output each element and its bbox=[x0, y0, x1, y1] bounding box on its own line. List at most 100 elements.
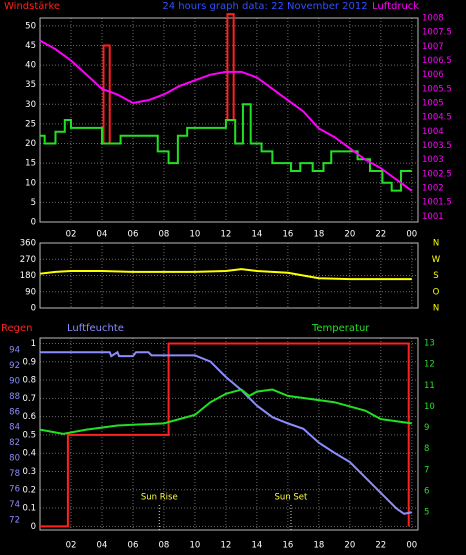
y2-tick-label: W bbox=[432, 255, 441, 265]
y2-tick-label: 8 bbox=[424, 444, 429, 454]
y-tick-label: 35 bbox=[25, 80, 36, 90]
x-tick-label: 20 bbox=[344, 230, 355, 240]
annotation: Sun Set bbox=[275, 493, 308, 503]
x-tick-label: 22 bbox=[375, 541, 386, 551]
y-tick-label: 0 bbox=[31, 522, 36, 532]
x-tick-label: 18 bbox=[313, 541, 324, 551]
plot-frame bbox=[39, 242, 419, 309]
series-line bbox=[40, 103, 412, 192]
y-tick-label: 180 bbox=[20, 271, 36, 281]
x-tick-label: 10 bbox=[190, 230, 201, 240]
y2-tick-label: 9 bbox=[424, 423, 429, 433]
x-tick-label: 08 bbox=[159, 541, 170, 551]
title: 24 hours graph data: 22 November 2012 bbox=[162, 1, 367, 12]
x-tick-label: 16 bbox=[282, 230, 293, 240]
y2-tick-label: S bbox=[433, 271, 438, 281]
y3-tick-label: 80 bbox=[9, 454, 20, 464]
y-tick-label: 50 bbox=[25, 21, 36, 31]
y-tick-label: 0.2 bbox=[22, 485, 36, 495]
series-line bbox=[39, 388, 412, 435]
x-tick-label: 22 bbox=[375, 230, 386, 240]
y-tick-label: 0.6 bbox=[22, 412, 36, 422]
y-tick-label: 360 bbox=[20, 239, 36, 249]
y2-tick-label: 1005 bbox=[422, 99, 444, 109]
x-tick-label: 12 bbox=[220, 541, 231, 551]
y2-tick-label: 1003 bbox=[422, 155, 444, 165]
y-tick-label: 0.8 bbox=[22, 376, 36, 386]
y-tick-label: 0.7 bbox=[22, 394, 36, 404]
y-tick-label: 25 bbox=[25, 119, 36, 129]
x-tick-label: 00 bbox=[406, 230, 417, 240]
x-tick-label: 02 bbox=[66, 230, 77, 240]
y-tick-label: 1 bbox=[31, 339, 36, 349]
annotation: Sun Rise bbox=[141, 493, 178, 503]
y2-tick-label: 1001 bbox=[422, 212, 444, 222]
x-tick-label: 02 bbox=[66, 541, 77, 551]
y3-tick-label: 88 bbox=[9, 392, 20, 402]
y3-tick-label: 72 bbox=[9, 515, 20, 525]
y2-tick-label: 1001.5 bbox=[422, 198, 452, 208]
y3-tick-label: 76 bbox=[9, 485, 20, 495]
series-line bbox=[40, 342, 410, 528]
y3-tick-label: 84 bbox=[9, 423, 20, 433]
y2-tick-label: 1004.5 bbox=[422, 113, 452, 123]
x-tick-label: 08 bbox=[159, 230, 170, 240]
y3-tick-label: 90 bbox=[9, 376, 20, 386]
y-tick-label: 30 bbox=[25, 100, 36, 110]
y2-label: Luftdruck bbox=[372, 1, 419, 12]
y2-tick-label: 1008 bbox=[422, 14, 444, 24]
y2-tick-label: 1007 bbox=[422, 42, 444, 52]
y-tick-label: 0.1 bbox=[22, 504, 36, 514]
y2-tick-label: 1002 bbox=[422, 184, 444, 194]
x-tick-label: 14 bbox=[251, 541, 262, 551]
x-tick-label: 14 bbox=[251, 230, 262, 240]
y-tick-label: 0 bbox=[31, 218, 36, 228]
y3-tick-label: 86 bbox=[9, 407, 20, 417]
x-tick-label: 10 bbox=[190, 541, 201, 551]
y-tick-label: 15 bbox=[25, 159, 36, 169]
y-tick-label: 0.9 bbox=[22, 357, 36, 367]
series-line bbox=[102, 13, 235, 144]
x-tick-label: 00 bbox=[406, 541, 417, 551]
y2-tick-label: 1006.5 bbox=[422, 56, 452, 66]
y2-tick-label: O bbox=[433, 287, 440, 297]
y2-tick-label: 1005.5 bbox=[422, 84, 452, 94]
x-tick-label: 06 bbox=[128, 541, 139, 551]
series-line bbox=[39, 268, 412, 281]
series-line bbox=[40, 350, 412, 515]
y-tick-label: 0.5 bbox=[22, 430, 36, 440]
x-tick-label: 04 bbox=[97, 230, 108, 240]
y-tick-label: 5 bbox=[31, 198, 36, 208]
y2-label: Temperatur bbox=[311, 323, 370, 334]
y2-tick-label: 13 bbox=[424, 339, 435, 349]
y2-tick-label: 6 bbox=[424, 486, 429, 496]
y-tick-label: 45 bbox=[25, 41, 36, 51]
y2-tick-label: 11 bbox=[424, 381, 435, 391]
series-line bbox=[39, 39, 413, 192]
x-tick-label: 18 bbox=[313, 230, 324, 240]
y-tick-label: 0 bbox=[31, 304, 36, 314]
y2-tick-label: 12 bbox=[424, 360, 435, 370]
y2-tick-label: 5 bbox=[424, 508, 429, 518]
x-tick-label: 06 bbox=[128, 230, 139, 240]
y2-tick-label: 1002.5 bbox=[422, 169, 452, 179]
y-tick-label: 90 bbox=[25, 287, 36, 297]
y3-label: Luftfeuchte bbox=[67, 323, 124, 334]
y3-tick-label: 74 bbox=[9, 500, 20, 510]
plot-frame bbox=[39, 17, 419, 223]
y2-tick-label: 7 bbox=[424, 465, 429, 475]
y2-tick-label: 1004 bbox=[422, 127, 444, 137]
plot-frame bbox=[39, 337, 419, 531]
y-tick-label: 0.4 bbox=[22, 449, 36, 459]
x-tick-label: 16 bbox=[282, 541, 293, 551]
y-label: Windstärke bbox=[4, 1, 60, 12]
x-tick-label: 20 bbox=[344, 541, 355, 551]
y-label: Regen bbox=[1, 323, 33, 334]
x-tick-label: 12 bbox=[220, 230, 231, 240]
y3-tick-label: 82 bbox=[9, 438, 20, 448]
y2-tick-label: 1006 bbox=[422, 70, 444, 80]
y3-tick-label: 92 bbox=[9, 361, 20, 371]
y3-tick-label: 94 bbox=[9, 345, 20, 355]
